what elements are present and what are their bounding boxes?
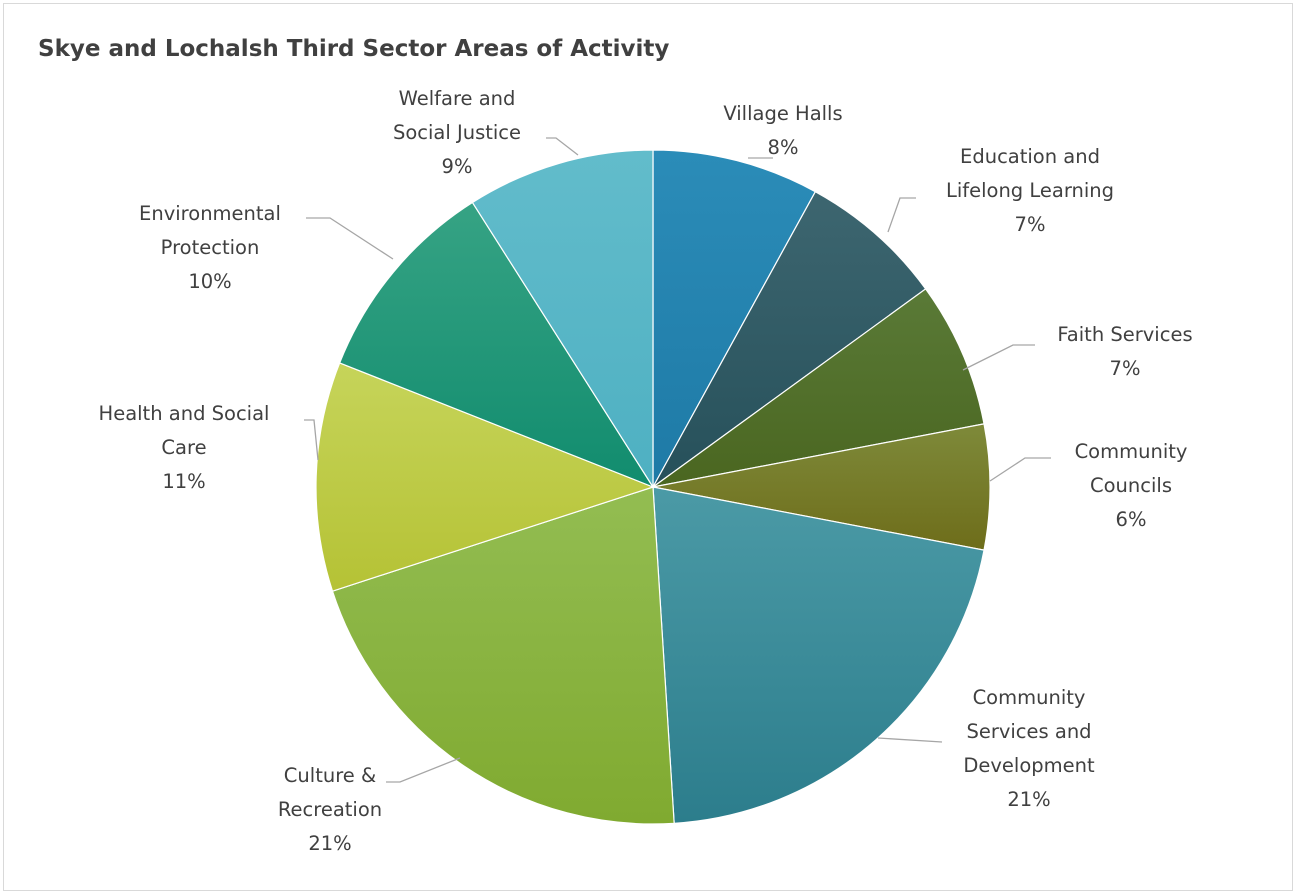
- leader-line: [306, 217, 394, 260]
- slice-label: Environmental Protection 10%: [139, 202, 281, 293]
- slice-label: Community Services and Development 21%: [963, 686, 1095, 811]
- pie-slice: [331, 486, 675, 825]
- slice-labels: Village Halls 8% Education and Lifelong Lea…: [99, 87, 1193, 855]
- slice-label: Welfare and Social Justice 9%: [393, 87, 521, 178]
- leader-line: [962, 344, 1035, 371]
- chart-title: Skye and Lochalsh Third Sector Areas of …: [38, 36, 670, 62]
- leader-line: [877, 737, 943, 743]
- slice-label: Faith Services 7%: [1057, 323, 1192, 380]
- pie-slice: [338, 201, 655, 489]
- pie-slices: [315, 149, 991, 825]
- slice-label: Education and Lifelong Learning 7%: [946, 145, 1114, 236]
- leader-line: [546, 137, 579, 156]
- leader-line: [304, 419, 319, 461]
- leader-lines: [304, 137, 1051, 783]
- pie-slice: [652, 423, 991, 551]
- leader-line: [386, 757, 461, 783]
- leader-line: [989, 457, 1051, 482]
- slice-label: Community Councils 6%: [1075, 440, 1188, 531]
- leader-line: [887, 197, 916, 233]
- pie-slice: [315, 362, 655, 592]
- slice-label: Health and Social Care 11%: [99, 402, 270, 493]
- slice-label: Culture & Recreation 21%: [278, 764, 382, 855]
- pie-slice: [652, 149, 817, 488]
- pie-slice: [652, 190, 927, 488]
- slice-label: Village Halls 8%: [723, 102, 842, 159]
- pie-slice: [471, 149, 654, 490]
- pie-slice: [652, 288, 985, 488]
- pie-slice: [652, 486, 985, 824]
